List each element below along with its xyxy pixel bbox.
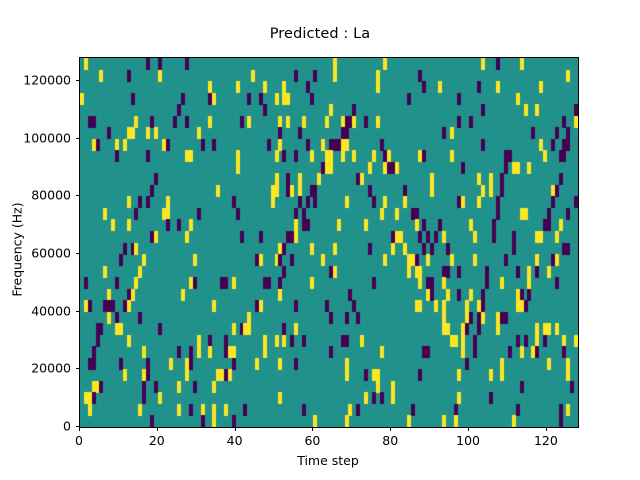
y-tick-label: 40000 (31, 303, 71, 319)
y-tick-mark (75, 311, 79, 312)
y-tick-mark (75, 80, 79, 81)
y-tick-label: 100000 (23, 130, 71, 146)
heatmap-axes (79, 57, 579, 428)
x-tick-mark (235, 427, 236, 431)
x-axis-label: Time step (297, 453, 359, 468)
x-tick-label: 120 (533, 433, 558, 448)
y-tick-label: 80000 (31, 187, 71, 203)
x-tick-label: 40 (226, 433, 243, 448)
x-tick-label: 80 (382, 433, 399, 448)
x-tick-mark (546, 427, 547, 431)
x-tick-label: 100 (456, 433, 480, 448)
x-tick-label: 60 (304, 433, 321, 448)
y-tick-label: 0 (63, 418, 71, 434)
x-tick-mark (79, 427, 80, 431)
y-tick-label: 60000 (31, 245, 71, 261)
x-tick-mark (468, 427, 469, 431)
x-tick-mark (157, 427, 158, 431)
x-tick-mark (390, 427, 391, 431)
y-tick-mark (75, 195, 79, 196)
y-axis-label: Frequency (Hz) (9, 201, 25, 297)
y-tick-mark (75, 138, 79, 139)
y-tick-mark (75, 368, 79, 369)
x-tick-mark (312, 427, 313, 431)
y-tick-mark (75, 426, 79, 427)
y-tick-label: 20000 (31, 360, 71, 376)
y-tick-label: 120000 (23, 72, 71, 88)
x-tick-label: 0 (75, 433, 83, 448)
spectrogram-heatmap (80, 58, 578, 427)
y-tick-mark (75, 253, 79, 254)
x-tick-label: 20 (148, 433, 165, 448)
chart-title: Predicted : La (269, 26, 371, 42)
